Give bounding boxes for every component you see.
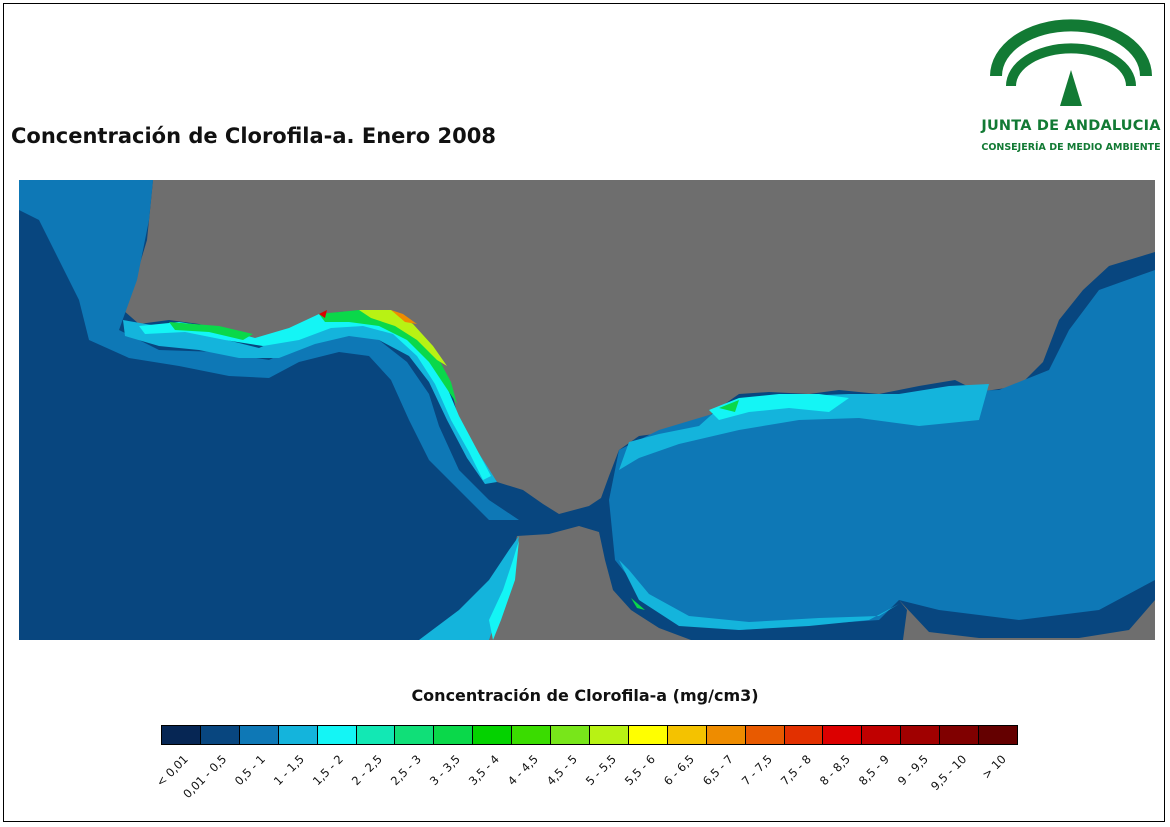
- coastal-band-green-3: [719, 400, 739, 412]
- legend-swatch: [628, 726, 668, 744]
- coastal-band-medium: [19, 180, 519, 520]
- legend-swatch: [473, 726, 513, 744]
- coastal-band-cyan-2: [709, 394, 849, 420]
- land-mass-southeast: [899, 600, 1155, 640]
- legend-swatch: [551, 726, 590, 744]
- coastal-band-green-4: [631, 598, 645, 610]
- map-title: Concentración de Clorofila-a. Enero 2008: [11, 124, 496, 148]
- legend-swatch: [667, 726, 707, 744]
- legend-swatch: [356, 726, 396, 744]
- legend-swatch: [745, 726, 785, 744]
- land-mass-south: [489, 526, 691, 640]
- legend-swatch: [862, 726, 902, 744]
- legend-swatch: [940, 726, 980, 744]
- coastal-band-cyan-3: [489, 540, 519, 640]
- chlorophyll-map: [19, 180, 1155, 640]
- legend-swatch: [589, 726, 629, 744]
- legend-title: Concentración de Clorofila-a (mg/cm3): [411, 686, 759, 705]
- logo-emblem-icon: [990, 19, 1152, 106]
- legend-swatch: [706, 726, 746, 744]
- legend-swatch: [823, 726, 863, 744]
- legend-swatch: [162, 726, 201, 744]
- legend-swatch: [434, 726, 474, 744]
- legend-swatch: [317, 726, 357, 744]
- legend-swatch: [979, 726, 1017, 744]
- coastal-band-medium-2: [609, 270, 1155, 630]
- coastal-band-red: [319, 310, 327, 318]
- legend-swatch: [239, 726, 279, 744]
- legend-swatch: [784, 726, 824, 744]
- coastal-band-green: [169, 322, 253, 340]
- color-legend: [161, 725, 1018, 745]
- coastal-band-light-2: [619, 384, 989, 470]
- coastal-band-green-2: [319, 310, 457, 404]
- legend-swatch: [200, 726, 240, 744]
- logo-name: JUNTA DE ANDALUCIA: [981, 118, 1161, 134]
- land-mass-north: [123, 180, 1155, 514]
- legend-swatch: [395, 726, 435, 744]
- legend-swatch: [901, 726, 941, 744]
- legend-swatch: [512, 726, 552, 744]
- coastal-band-yellow: [359, 310, 447, 366]
- coastal-band-orange: [391, 310, 417, 324]
- junta-de-andalucia-logo: JUNTA DE ANDALUCIA CONSEJERÍA DE MEDIO A…: [980, 14, 1162, 159]
- legend-swatch: [278, 726, 318, 744]
- logo-subtitle: CONSEJERÍA DE MEDIO AMBIENTE: [981, 142, 1161, 153]
